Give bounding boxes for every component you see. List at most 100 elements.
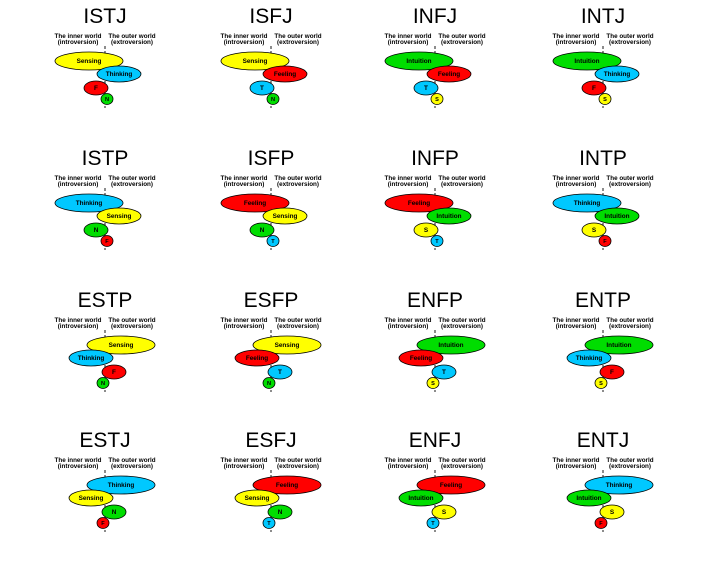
- type-title: ENTP: [575, 289, 631, 312]
- type-diagram-istp: ISTP The inner world(introversion) The out…: [54, 147, 156, 250]
- tertiary-function-label: F: [112, 369, 116, 376]
- inferior-function-ellipse: [262, 517, 276, 529]
- extroversion-label: (extroversion): [111, 39, 153, 46]
- tertiary-function-s: S: [581, 222, 607, 238]
- type-title: ENTJ: [577, 429, 630, 452]
- inferior-function-n: N: [100, 93, 114, 105]
- dominant-function-label: Thinking: [108, 482, 135, 489]
- inferior-function-s: S: [598, 93, 612, 105]
- auxiliary-function-ellipse: [68, 349, 114, 367]
- dominant-function-sensing: Sensing: [252, 335, 322, 355]
- dominant-function-label: Feeling: [244, 200, 266, 207]
- dominant-function-thinking: Thinking: [552, 193, 622, 213]
- inferior-function-t: T: [266, 235, 280, 247]
- extroversion-label: (extroversion): [609, 323, 651, 330]
- inner-world-label: The inner world: [55, 175, 102, 182]
- inferior-function-ellipse: [594, 517, 608, 529]
- auxiliary-function-ellipse: [68, 489, 114, 507]
- inferior-function-s: S: [430, 93, 444, 105]
- inferior-function-label: S: [599, 381, 603, 387]
- auxiliary-function-ellipse: [426, 65, 472, 83]
- outer-world-label: The outer world: [274, 457, 321, 464]
- type-diagram-isfj: ISFJ The inner world(introversion) The out…: [220, 5, 322, 108]
- inferior-function-f: F: [594, 517, 608, 529]
- dominant-function-ellipse: [584, 335, 654, 355]
- cognitive-function-diagram-grid: ISTJ The inner world (introversion) The out…: [20, 0, 654, 532]
- dominant-function-feeling: Feeling: [220, 193, 290, 213]
- auxiliary-function-ellipse: [426, 207, 472, 225]
- inner-world-label: The inner world: [553, 457, 600, 464]
- outer-world-label: The outer world: [606, 457, 653, 464]
- dominant-function-ellipse: [384, 193, 454, 213]
- inner-world-label: The inner world: [385, 317, 432, 324]
- type-diagram-esfj: ESFJ The inner world(introversion) The out…: [221, 429, 322, 532]
- tertiary-function-label: S: [424, 227, 429, 234]
- auxiliary-function-thinking: Thinking: [68, 349, 114, 367]
- introversion-label: (introversion): [224, 323, 265, 330]
- dominant-function-sensing: Sensing: [54, 51, 124, 71]
- dominant-function-sensing: Sensing: [220, 51, 290, 71]
- inferior-function-label: T: [271, 239, 275, 245]
- inferior-function-label: F: [101, 521, 105, 527]
- type-panel-infj: INFJ The inner world (introversion) The out…: [350, 0, 520, 140]
- tertiary-function-ellipse: [599, 504, 625, 520]
- inferior-function-label: F: [105, 239, 109, 245]
- tertiary-function-t: T: [431, 364, 457, 380]
- auxiliary-function-ellipse: [398, 489, 444, 507]
- inferior-function-ellipse: [430, 235, 444, 247]
- introversion-label: (introversion): [388, 181, 429, 188]
- type-panel-isfp: ISFP The inner world (introversion) The out…: [186, 142, 356, 282]
- dominant-function-label: Thinking: [76, 200, 103, 207]
- tertiary-function-label: F: [94, 85, 98, 92]
- auxiliary-function-label: Intuition: [436, 213, 461, 220]
- inner-world-label: The inner world: [221, 33, 268, 40]
- tertiary-function-label: S: [442, 509, 447, 516]
- outer-world-label: The outer world: [274, 33, 321, 40]
- auxiliary-function-ellipse: [566, 349, 612, 367]
- type-panel-estj: ESTJ The inner world (introversion) The out…: [20, 424, 190, 564]
- dominant-function-thinking: Thinking: [86, 475, 156, 495]
- tertiary-function-label: N: [278, 509, 283, 516]
- type-panel-istp: ISTP The inner world (introversion) The out…: [20, 142, 190, 282]
- inferior-function-label: F: [599, 521, 603, 527]
- inferior-function-label: T: [435, 239, 439, 245]
- introversion-label: (introversion): [556, 39, 597, 46]
- type-title: ESFJ: [245, 429, 296, 452]
- inferior-function-label: N: [105, 97, 109, 103]
- auxiliary-function-label: Thinking: [604, 71, 631, 78]
- extroversion-label: (extroversion): [441, 39, 483, 46]
- extroversion-label: (extroversion): [441, 323, 483, 330]
- type-panel-esfj: ESFJ The inner world (introversion) The out…: [186, 424, 356, 564]
- dominant-function-ellipse: [584, 475, 654, 495]
- auxiliary-function-label: Intuition: [604, 213, 629, 220]
- type-title: INFJ: [413, 5, 457, 28]
- dominant-function-feeling: Feeling: [384, 193, 454, 213]
- dominant-function-thinking: Thinking: [54, 193, 124, 213]
- inner-world-label: The inner world: [221, 457, 268, 464]
- tertiary-function-ellipse: [267, 504, 293, 520]
- type-title: ISFP: [248, 147, 295, 170]
- inferior-function-ellipse: [266, 93, 280, 105]
- auxiliary-function-sensing: Sensing: [262, 207, 308, 225]
- auxiliary-function-label: Sensing: [245, 495, 270, 502]
- inner-world-label: The inner world: [55, 33, 102, 40]
- auxiliary-function-ellipse: [96, 65, 142, 83]
- dominant-function-ellipse: [252, 335, 322, 355]
- type-diagram-infp: INFP The inner world(introversion) The out…: [384, 147, 486, 250]
- type-panel-infp: INFP The inner world (introversion) The out…: [350, 142, 520, 282]
- auxiliary-function-label: Sensing: [107, 213, 132, 220]
- dominant-function-intuition: Intuition: [384, 51, 454, 71]
- auxiliary-function-ellipse: [234, 349, 280, 367]
- tertiary-function-f: F: [599, 364, 625, 380]
- tertiary-function-ellipse: [267, 364, 293, 380]
- auxiliary-function-thinking: Thinking: [594, 65, 640, 83]
- tertiary-function-ellipse: [599, 364, 625, 380]
- auxiliary-function-feeling: Feeling: [234, 349, 280, 367]
- inner-world-label: The inner world: [221, 175, 268, 182]
- tertiary-function-label: T: [424, 85, 428, 92]
- introversion-label: (introversion): [58, 39, 99, 46]
- introversion-label: (introversion): [388, 323, 429, 330]
- extroversion-label: (extroversion): [441, 463, 483, 470]
- introversion-label: (introversion): [224, 181, 265, 188]
- dominant-function-ellipse: [252, 475, 322, 495]
